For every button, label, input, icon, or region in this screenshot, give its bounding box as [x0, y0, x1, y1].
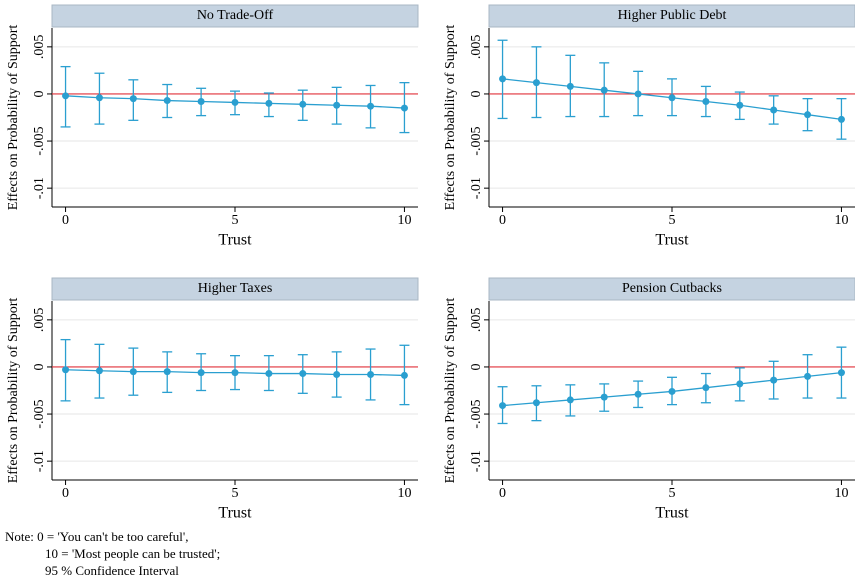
point [95, 367, 103, 375]
y-axis-label: Effects on Probability of Support [6, 25, 21, 211]
panel-strip [51, 4, 419, 28]
point [668, 387, 676, 395]
x-tick-label: 0 [499, 486, 506, 501]
y-tick-label: .005 [469, 35, 484, 60]
panel-strip [488, 277, 855, 301]
point [702, 97, 710, 105]
y-tick-label: -.01 [32, 450, 47, 472]
point [367, 102, 375, 110]
point [62, 92, 70, 100]
y-tick-label: .005 [32, 35, 47, 60]
note-line: 95 % Confidence Interval [45, 563, 179, 578]
panel-title: Higher Public Debt [618, 8, 727, 23]
y-tick-label: 0 [32, 363, 47, 370]
note-line: Note: 0 = 'You can't be too careful', [5, 529, 188, 544]
point [197, 369, 205, 377]
x-tick-label: 5 [669, 213, 676, 228]
point [532, 79, 540, 87]
y-tick-label: 0 [469, 90, 484, 97]
point [231, 98, 239, 106]
x-tick-label: 5 [232, 486, 239, 501]
x-axis-label: Trust [655, 232, 689, 249]
point [566, 396, 574, 404]
point [400, 371, 408, 379]
point [333, 370, 341, 378]
x-axis-label: Trust [655, 505, 689, 522]
point [668, 94, 676, 102]
point [499, 75, 507, 83]
panel-strip [488, 4, 855, 28]
point [736, 380, 744, 388]
x-tick-label: 0 [62, 486, 69, 501]
point [265, 99, 273, 107]
point [333, 101, 341, 109]
y-tick-label: .005 [32, 308, 47, 333]
panel-title: No Trade-Off [197, 8, 274, 23]
point [566, 82, 574, 90]
panel-strip [51, 277, 419, 301]
point [231, 369, 239, 377]
x-axis-label: Trust [218, 232, 252, 249]
y-axis-label: Effects on Probability of Support [443, 298, 458, 484]
note-line: 10 = 'Most people can be trusted'; [45, 546, 220, 561]
x-tick-label: 10 [834, 486, 848, 501]
point [804, 111, 812, 119]
y-tick-label: -.005 [469, 126, 484, 155]
point [770, 106, 778, 114]
y-tick-label: -.005 [32, 126, 47, 155]
x-tick-label: 5 [232, 213, 239, 228]
point [299, 100, 307, 108]
y-tick-label: -.01 [469, 450, 484, 472]
point [702, 384, 710, 392]
point [299, 370, 307, 378]
y-axis-label: Effects on Probability of Support [6, 298, 21, 484]
point [634, 90, 642, 98]
point [770, 376, 778, 384]
y-tick-label: -.01 [469, 177, 484, 199]
x-axis-label: Trust [218, 505, 252, 522]
point [600, 86, 608, 94]
point [163, 368, 171, 376]
point [837, 115, 845, 123]
point [837, 369, 845, 377]
point [532, 399, 540, 407]
y-tick-label: 0 [469, 363, 484, 370]
point [197, 97, 205, 105]
point [95, 94, 103, 102]
point [129, 368, 137, 376]
y-axis-label: Effects on Probability of Support [443, 25, 458, 211]
point [367, 370, 375, 378]
point [499, 402, 507, 410]
x-tick-label: 10 [397, 213, 411, 228]
panel-title: Higher Taxes [198, 281, 273, 296]
point [804, 372, 812, 380]
x-tick-label: 10 [397, 486, 411, 501]
y-tick-label: .005 [469, 308, 484, 333]
point [129, 95, 137, 103]
y-tick-label: -.005 [32, 399, 47, 428]
y-tick-label: -.005 [469, 399, 484, 428]
x-tick-label: 0 [62, 213, 69, 228]
point [736, 101, 744, 109]
panel-title: Pension Cutbacks [622, 281, 722, 296]
x-tick-label: 0 [499, 213, 506, 228]
point [600, 393, 608, 401]
point [163, 97, 171, 105]
x-tick-label: 10 [834, 213, 848, 228]
point [634, 390, 642, 398]
y-tick-label: 0 [32, 90, 47, 97]
x-tick-label: 5 [669, 486, 676, 501]
point [265, 370, 273, 378]
y-tick-label: -.01 [32, 177, 47, 199]
point [400, 104, 408, 112]
point [62, 366, 70, 374]
